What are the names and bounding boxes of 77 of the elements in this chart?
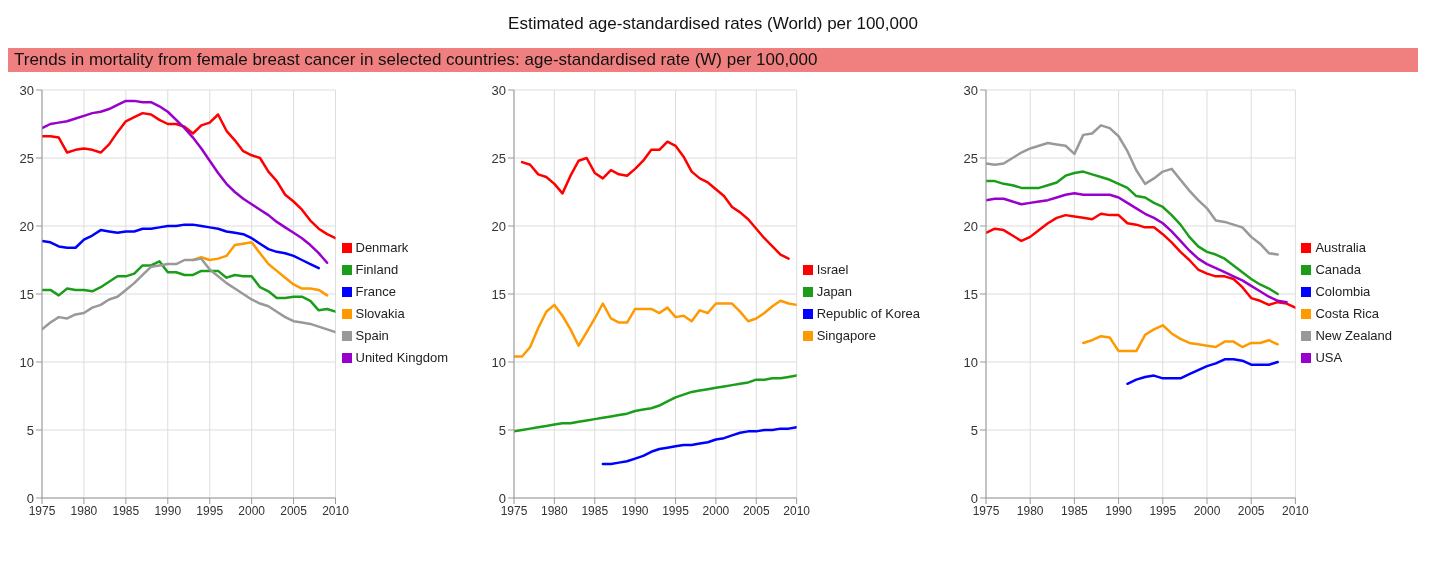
line-series [514,299,797,358]
y-tick-label: 30 [491,82,506,98]
legend-label: Costa Rica [1315,305,1379,321]
x-tick-label: 1995 [196,503,224,518]
legend-label: Slovakia [355,305,405,321]
legend-label: Republic of Korea [816,305,920,321]
y-tick-label: 15 [963,286,978,302]
y-tick-label: 0 [26,490,34,506]
legend-label: Israel [816,261,849,277]
chart-title: Estimated age-standardised rates (World) per 100,000 [508,14,918,33]
y-tick-label: 5 [498,422,506,438]
line-series [1081,324,1279,353]
y-tick-label: 30 [963,82,978,98]
y-tick-label: 0 [970,490,978,506]
y-tick-label: 10 [963,354,978,370]
x-tick-label: 1985 [112,503,140,518]
y-tick-label: 20 [963,218,978,234]
line-series [986,192,1288,304]
y-tick-label: 30 [19,82,34,98]
legend-label: Finland [355,261,399,277]
line-series [42,223,320,270]
line-series [191,241,329,297]
x-tick-label: 2005 [742,503,770,518]
line-series [1126,358,1279,386]
text: Trends in mortality from female breast cancer in selected countries: age-standardised rate (W) per 100,000 [8,48,1418,72]
x-tick-label: 2005 [280,503,308,518]
x-tick-label: 1980 [541,503,569,518]
line-series [514,374,797,433]
x-tick-label: 1980 [70,503,98,518]
line-series [601,426,797,466]
y-tick-label: 25 [19,150,34,166]
x-tick-label: 2010 [783,503,811,518]
legend-label: United Kingdom [355,349,448,365]
x-tick-label: 1975 [28,503,56,518]
y-tick-label: 5 [970,422,978,438]
x-tick-label: 2000 [1193,503,1221,518]
y-tick-label: 15 [491,286,506,302]
line-series [986,170,1279,296]
y-tick-label: 15 [19,286,34,302]
legend-label: Denmark [355,239,409,255]
line-series [42,111,336,240]
y-tick-label: 10 [491,354,506,370]
line-series [42,99,329,264]
x-tick-label: 1990 [621,503,649,518]
legend-label: Singapore [816,327,876,343]
x-tick-label: 1985 [581,503,609,518]
x-tick-label: 1985 [1061,503,1089,518]
y-tick-label: 10 [19,354,34,370]
legend-label: France [355,283,396,299]
legend-label: New Zealand [1315,327,1392,343]
y-tick-label: 25 [963,150,978,166]
x-tick-label: 2000 [238,503,266,518]
y-tick-label: 0 [498,490,506,506]
x-tick-label: 2010 [322,503,350,518]
line-series [42,260,336,313]
y-tick-label: 20 [491,218,506,234]
x-tick-label: 2000 [702,503,730,518]
line-series [986,212,1296,309]
x-tick-label: 1995 [662,503,690,518]
x-tick-label: 1995 [1149,503,1177,518]
line-series [520,140,790,260]
x-tick-label: 2005 [1237,503,1265,518]
x-tick-label: 1975 [500,503,528,518]
x-tick-label: 1990 [1105,503,1133,518]
y-tick-label: 5 [26,422,34,438]
legend-label: Canada [1315,261,1361,277]
legend-label: Japan [816,283,853,299]
y-tick-label: 25 [491,150,506,166]
legend-label: Spain [355,327,389,343]
legend-label: Australia [1315,239,1366,255]
x-tick-label: 1990 [154,503,182,518]
x-tick-label: 1980 [1016,503,1044,518]
legend-label: USA [1315,349,1343,365]
x-tick-label: 1975 [972,503,1000,518]
legend-label: Colombia [1315,283,1371,299]
y-tick-label: 20 [19,218,34,234]
x-tick-label: 2010 [1282,503,1310,518]
